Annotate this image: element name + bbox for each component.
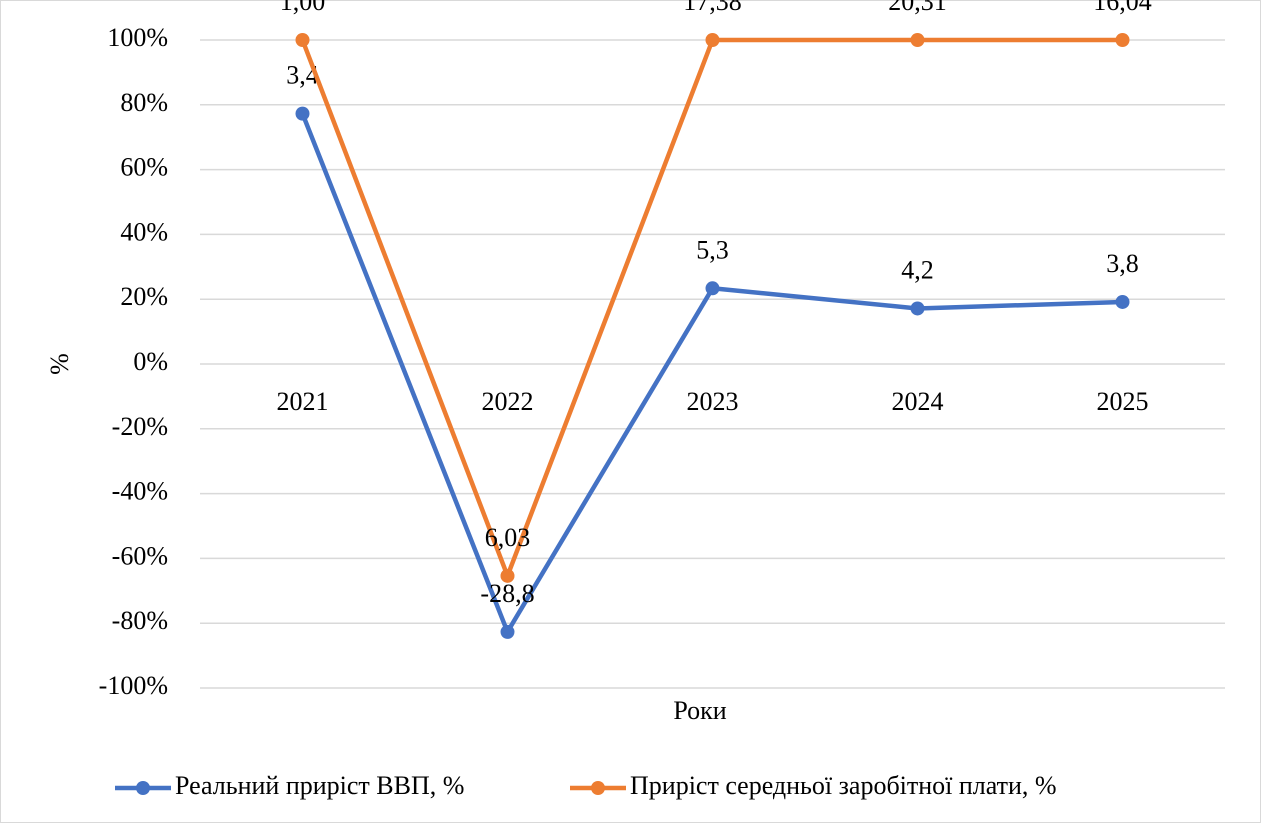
legend-marker xyxy=(136,781,150,795)
x-tick-label: 2023 xyxy=(687,387,739,416)
point xyxy=(1115,33,1130,47)
point xyxy=(295,106,310,121)
data-label: 6,03 xyxy=(485,523,531,552)
data-label: -28,8 xyxy=(480,579,534,608)
point xyxy=(295,33,310,47)
x-tick-label: 2025 xyxy=(1097,387,1149,416)
y-tick-label: 0% xyxy=(133,347,168,376)
data-label: 20,31 xyxy=(888,0,947,16)
y-tick-label: 80% xyxy=(120,88,168,117)
y-tick-label: -100% xyxy=(99,671,168,700)
data-label: 5,3 xyxy=(696,235,729,264)
point xyxy=(500,568,515,583)
x-axis-label: Роки xyxy=(673,696,726,725)
y-tick-label: -20% xyxy=(112,412,168,441)
x-tick-label: 2024 xyxy=(892,387,944,416)
y-tick-label: -40% xyxy=(112,477,168,506)
y-tick-label: 40% xyxy=(120,217,168,246)
x-tick-label: 2021 xyxy=(277,387,329,416)
data-label: 16,04 xyxy=(1093,0,1152,16)
point xyxy=(1115,294,1130,309)
point xyxy=(910,301,925,316)
data-label: 3,8 xyxy=(1106,249,1139,278)
point xyxy=(500,624,515,639)
y-tick-label: 20% xyxy=(120,282,168,311)
legend-marker xyxy=(591,781,605,795)
point xyxy=(705,281,720,296)
y-tick-label: 60% xyxy=(120,153,168,182)
legend-label: Приріст середньої заробітної плати, % xyxy=(630,771,1057,800)
y-axis-label: % xyxy=(45,353,74,375)
data-label: 4,2 xyxy=(901,255,934,284)
legend-label: Реальний приріст ВВП, % xyxy=(175,771,464,800)
data-label: 17,38 xyxy=(683,0,742,16)
point xyxy=(705,33,720,47)
y-tick-label: -60% xyxy=(112,541,168,570)
y-tick-label: -80% xyxy=(112,606,168,635)
point xyxy=(910,33,925,47)
y-tick-label: 100% xyxy=(107,23,168,52)
x-tick-label: 2022 xyxy=(482,387,534,416)
data-label: 1,00 xyxy=(280,0,326,16)
